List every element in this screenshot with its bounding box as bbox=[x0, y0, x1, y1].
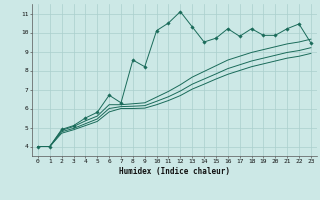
X-axis label: Humidex (Indice chaleur): Humidex (Indice chaleur) bbox=[119, 167, 230, 176]
